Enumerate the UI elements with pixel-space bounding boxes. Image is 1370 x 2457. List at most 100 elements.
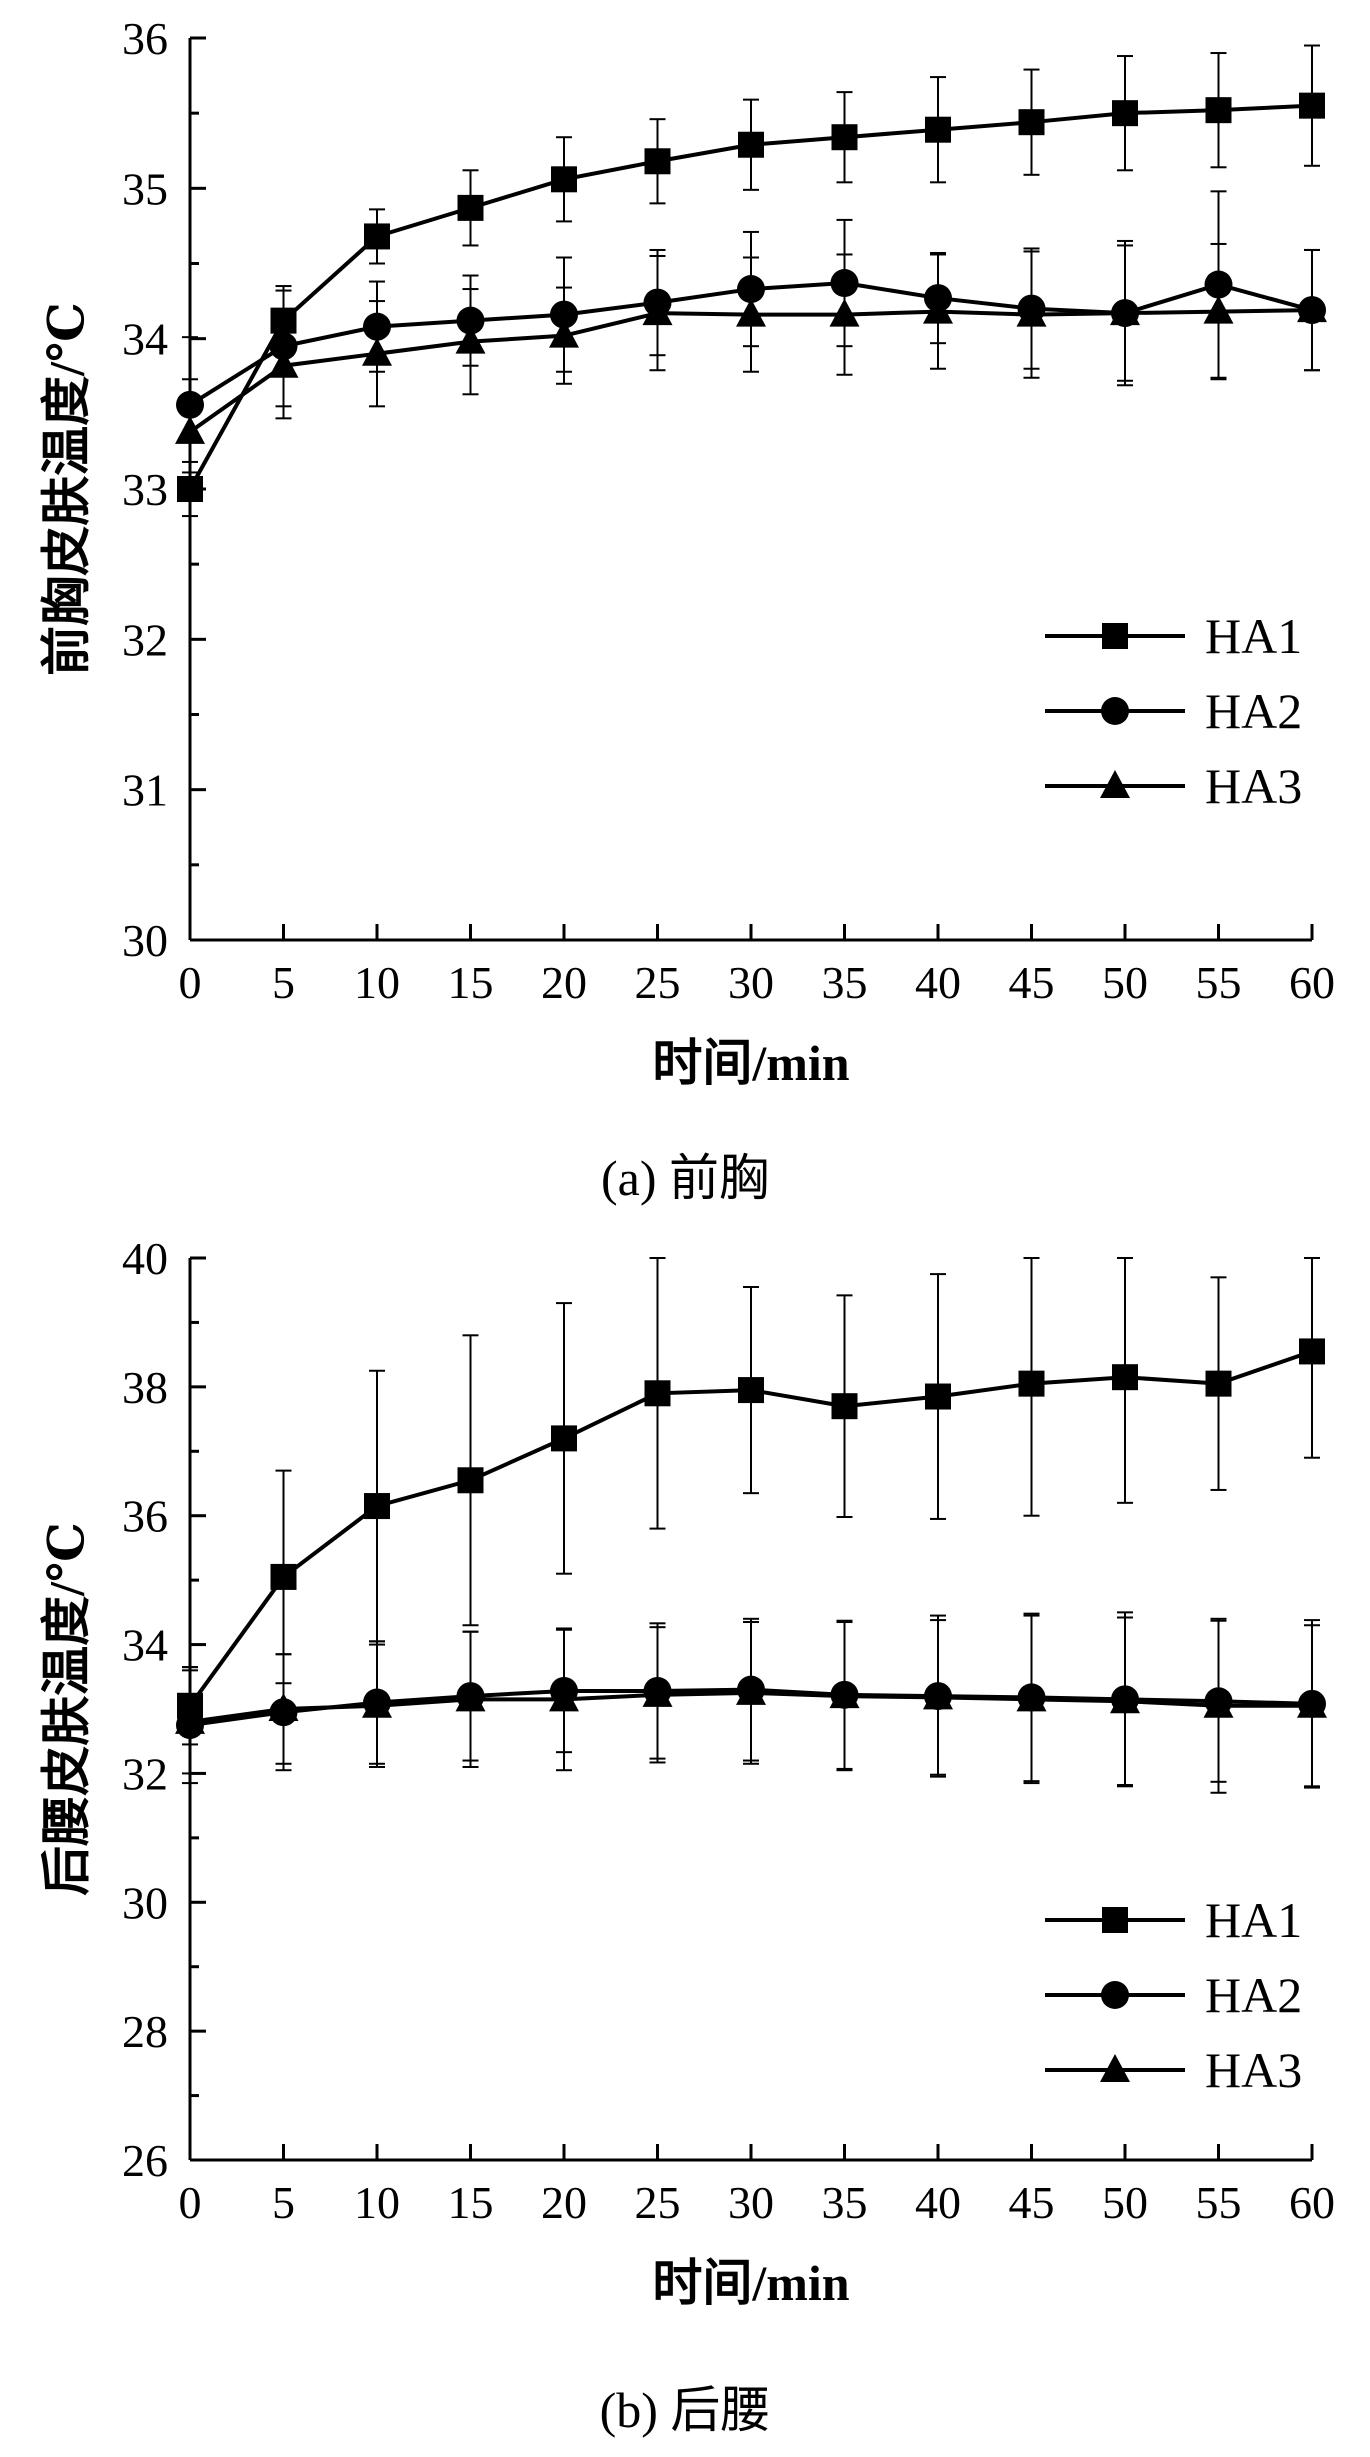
series-ha1 — [177, 44, 1325, 518]
y-axis-label: 前胸皮肤温度/℃ — [38, 302, 94, 676]
data-point — [925, 116, 951, 143]
data-point — [829, 1680, 860, 1709]
data-point — [1203, 1689, 1234, 1718]
x-tick-label: 60 — [1289, 957, 1335, 1008]
x-tick-label: 25 — [635, 957, 681, 1008]
legend-marker — [1102, 1907, 1128, 1933]
x-tick-label: 60 — [1289, 2177, 1335, 2228]
x-tick-label: 5 — [272, 957, 295, 1008]
y-axis-label: 后腰皮肤温度/℃ — [38, 1522, 94, 1896]
legend-marker — [1100, 770, 1130, 798]
data-point — [268, 349, 299, 378]
panel-a: 30 31 32 33 34 35 36 0 5 10 15 20 25 30 35 40 45 50 55 60 时间… — [38, 13, 1335, 1091]
x-tick-label: 45 — [1009, 957, 1055, 1008]
data-point — [549, 319, 579, 348]
x-tick-label: 5 — [272, 2177, 295, 2228]
data-point — [364, 1493, 390, 1520]
y-tick-label: 38 — [122, 1362, 168, 1413]
data-point — [738, 131, 764, 158]
data-point — [362, 337, 392, 366]
data-point — [551, 166, 577, 193]
data-point — [644, 148, 671, 175]
y-tick-label: 31 — [122, 765, 168, 816]
data-point — [925, 1383, 951, 1410]
data-point — [1205, 97, 1232, 124]
y-tick-label: 34 — [122, 314, 168, 365]
y-tick-label: 28 — [122, 2006, 168, 2057]
x-tick-label: 20 — [541, 2177, 587, 2228]
y-tick-label: 32 — [122, 1748, 168, 1799]
data-point — [923, 1681, 953, 1710]
x-tick-label: 40 — [915, 957, 961, 1008]
data-point — [1110, 297, 1140, 326]
data-point — [736, 298, 766, 327]
y-tick-label: 30 — [122, 915, 168, 966]
y-tick-label: 35 — [122, 163, 168, 214]
data-point — [270, 1563, 297, 1590]
x-tick-label: 35 — [822, 2177, 868, 2228]
x-axis-label: 时间/min — [652, 1035, 849, 1091]
data-point — [549, 1683, 579, 1712]
data-point — [175, 1705, 205, 1734]
legend-label: HA1 — [1205, 1892, 1302, 1948]
panel-caption-b: (b) 后腰 — [599, 2382, 771, 2438]
legend-marker — [1101, 697, 1129, 725]
x-tick-label: 40 — [915, 2177, 961, 2228]
y-tick-label: 34 — [122, 1620, 168, 1671]
data-point — [829, 298, 860, 327]
data-point — [551, 1425, 577, 1452]
data-point — [1112, 1364, 1138, 1391]
legend-marker — [1100, 2054, 1130, 2082]
legend-label: HA3 — [1205, 758, 1302, 814]
data-point — [1018, 109, 1045, 136]
x-tick-label: 10 — [354, 2177, 400, 2228]
data-point — [923, 295, 953, 324]
data-point — [1016, 1683, 1047, 1712]
data-point — [1018, 1370, 1045, 1397]
series-ha3 — [175, 242, 1327, 486]
x-tick-label: 55 — [1196, 957, 1242, 1008]
legend-label: HA1 — [1205, 608, 1302, 664]
x-tick-label: 15 — [448, 2177, 494, 2228]
data-point — [644, 1380, 671, 1407]
data-point — [175, 415, 205, 444]
data-point — [268, 1693, 299, 1721]
data-point — [831, 124, 858, 151]
x-tick-label: 10 — [354, 957, 400, 1008]
data-point — [1297, 294, 1327, 323]
data-point — [1112, 100, 1138, 127]
y-tick-label: 40 — [122, 1233, 168, 1284]
legend-label: HA2 — [1205, 1967, 1302, 2023]
legend-label: HA3 — [1205, 2042, 1302, 2098]
x-axis-label: 时间/min — [652, 2255, 849, 2311]
data-point — [1203, 295, 1234, 324]
data-point — [457, 194, 484, 221]
legend: HA1 HA2 HA3 — [1045, 608, 1302, 814]
legend: HA1 HA2 HA3 — [1045, 1892, 1302, 2098]
panel-caption-a: (a) 前胸 — [601, 1150, 769, 1206]
series-ha1 — [177, 1257, 1325, 1746]
x-tick-label: 15 — [448, 957, 494, 1008]
data-point — [1297, 1689, 1327, 1718]
x-tick-label: 35 — [822, 957, 868, 1008]
data-point — [455, 325, 486, 354]
x-tick-label: 45 — [1009, 2177, 1055, 2228]
y-tick-label: 36 — [122, 13, 168, 64]
data-point — [642, 297, 673, 326]
data-point — [831, 1393, 858, 1420]
data-point — [738, 1377, 764, 1404]
data-point — [1299, 92, 1325, 119]
data-point — [1016, 298, 1047, 327]
y-tick-label: 26 — [122, 2135, 168, 2186]
x-tick-label: 0 — [179, 957, 202, 1008]
data-point — [1205, 1370, 1232, 1397]
panel-b: 26 28 30 32 34 36 38 40 0 5 10 15 20 25 30 35 40 45 50 55 60… — [38, 1233, 1335, 2311]
data-point — [364, 223, 390, 250]
x-tick-label: 25 — [635, 2177, 681, 2228]
legend-marker — [1101, 1981, 1129, 2009]
data-point — [1110, 1685, 1140, 1714]
y-tick-label: 33 — [122, 464, 168, 515]
x-tick-label: 30 — [728, 957, 774, 1008]
x-tick-label: 0 — [179, 2177, 202, 2228]
series-ha3 — [175, 1614, 1327, 1794]
